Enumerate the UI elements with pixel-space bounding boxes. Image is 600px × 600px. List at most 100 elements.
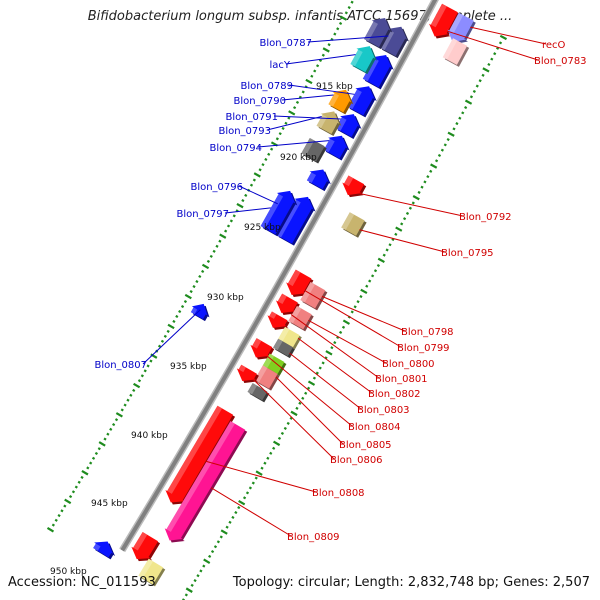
tick-dot-inner <box>277 436 282 440</box>
rev-7-label[interactable]: Blon_0801 <box>375 374 428 385</box>
gene-blon-0806c-glyph-highlight <box>247 383 258 395</box>
rev-8-label[interactable]: Blon_0802 <box>368 389 421 400</box>
tick-dot-outer <box>103 437 107 441</box>
tick-dot-outer <box>281 126 285 130</box>
tick-dot-outer <box>180 304 185 309</box>
gene-blon-0783-glyph-highlight <box>430 3 447 28</box>
tick-dot-outer <box>215 244 219 248</box>
fwd-9-label[interactable]: Blon_0807 <box>94 360 147 371</box>
tick-dot-outer <box>270 147 274 151</box>
fwd-3-label[interactable]: Blon_0790 <box>233 96 286 107</box>
gene-lacy-glyph[interactable] <box>350 46 375 73</box>
gene-blon-0805b-glyph-highlight <box>262 353 275 368</box>
gene-blon-0810-glyph[interactable] <box>131 531 159 560</box>
gene-blon-0809-glyph[interactable] <box>164 421 246 541</box>
rev-14-label[interactable]: Blon_0809 <box>287 532 340 543</box>
gene-blon-0783-glyph[interactable] <box>429 3 458 37</box>
fwd-3-leader <box>281 94 334 101</box>
rev-12-label[interactable]: Blon_0806 <box>330 455 383 466</box>
rev-1-label[interactable]: Blon_0783 <box>534 56 587 67</box>
gene-blon-0789-glyph-highlight <box>347 89 362 110</box>
rev-10-leader <box>266 355 353 427</box>
tick-dot-outer <box>60 509 64 513</box>
gene-blon-0797-glyph[interactable] <box>260 190 296 235</box>
fwd-7-label[interactable]: Blon_0796 <box>190 182 243 193</box>
tick-dot-outer <box>267 152 271 156</box>
tick-dot-inner <box>499 34 508 41</box>
fwd-4-label[interactable]: Blon_0791 <box>225 112 278 123</box>
fwd-5-leader <box>266 116 322 131</box>
gene-blon-0806b-glyph-highlight <box>238 364 246 373</box>
gene-blon-0806b-glyph[interactable] <box>236 364 257 381</box>
fwd-1-label[interactable]: lacY <box>269 60 290 71</box>
gene-blon-0788-glyph[interactable] <box>362 54 392 88</box>
tick-dot-outer <box>295 100 300 104</box>
gene-blon-0797-glyph-highlight <box>260 194 284 229</box>
rev-5-label[interactable]: Blon_0799 <box>397 343 450 354</box>
gene-blon-0809-glyph-highlight <box>166 421 235 532</box>
gene-blon-0786-glyph[interactable] <box>364 17 391 48</box>
rev-0-label[interactable]: recO <box>542 40 566 51</box>
tick-dot-outer <box>77 480 81 484</box>
tick-dot-inner <box>443 143 447 147</box>
tick-dot-outer <box>80 475 84 480</box>
tick-dot-outer <box>166 329 170 333</box>
tick-dot-inner <box>498 41 503 45</box>
tick-dot-inner <box>481 73 485 77</box>
gene-blon-0798-glyph-highlight <box>287 269 301 287</box>
fwd-2-label[interactable]: Blon_0789 <box>240 81 293 92</box>
fwd-8-label[interactable]: Blon_0797 <box>176 209 229 220</box>
tick-dot-outer <box>74 485 78 489</box>
rev-4-label[interactable]: Blon_0798 <box>401 327 454 338</box>
fwd-5-label[interactable]: Blon_0793 <box>218 126 271 137</box>
tick-dot-inner <box>342 319 350 325</box>
tick-dot-inner <box>461 111 465 115</box>
tick-dot-outer <box>316 64 320 68</box>
gene-blon-0806-glyph-highlight <box>254 365 268 383</box>
tick-dot-outer <box>261 163 265 167</box>
gene-blon-0796-glyph[interactable] <box>276 196 314 244</box>
tick-marks <box>46 0 508 600</box>
rev-13-label[interactable]: Blon_0808 <box>312 488 365 499</box>
rev-11-label[interactable]: Blon_0805 <box>339 440 392 451</box>
gene-reco-glyph[interactable] <box>447 12 474 43</box>
gene-blon-0811-glyph[interactable] <box>138 558 164 585</box>
tick-dot-inner <box>208 554 212 558</box>
gene-blon-0808-glyph-highlight <box>167 405 223 494</box>
tick-dot-inner <box>203 558 211 564</box>
tick-dot-outer <box>192 284 196 289</box>
fwd-0-label[interactable]: Blon_0787 <box>259 38 312 49</box>
gene-blon-0789-glyph[interactable] <box>347 86 375 116</box>
tick-dot-inner <box>185 587 193 593</box>
rev-6-label[interactable]: Blon_0800 <box>382 359 435 370</box>
gene-reco-body-glyph-highlight <box>442 38 458 60</box>
gene-reco-body-glyph[interactable] <box>442 38 468 65</box>
gene-blon-0787-glyph-highlight <box>379 30 395 51</box>
rev-3-label[interactable]: Blon_0795 <box>441 248 494 259</box>
rev-10-label[interactable]: Blon_0804 <box>348 422 401 433</box>
tick-dot-inner <box>440 148 444 152</box>
tick-dot-outer <box>264 157 268 162</box>
tick-dot-inner <box>255 470 263 476</box>
rev-9-leader <box>289 352 362 410</box>
tick-dot-inner <box>391 238 395 242</box>
tick-dot-outer <box>71 490 76 494</box>
tick-dot-inner <box>394 232 398 236</box>
tick-dot-inner <box>464 99 473 105</box>
fwd-6-label[interactable]: Blon_0794 <box>209 143 262 154</box>
tick-dot-inner <box>216 540 220 544</box>
tick-dot-inner <box>368 279 372 283</box>
tick-dot-inner <box>482 67 490 73</box>
rev-9-label[interactable]: Blon_0803 <box>357 405 410 416</box>
fwd-1-leader <box>285 54 356 65</box>
tick-dot-inner <box>420 185 424 189</box>
gene-blon-0808-glyph[interactable] <box>165 405 234 503</box>
tick-dot-inner <box>283 426 287 430</box>
gene-blon-0787-glyph[interactable] <box>379 26 407 57</box>
tick-dot-inner <box>237 506 241 510</box>
tick-dot-outer <box>232 214 236 218</box>
tick-dot-outer <box>206 259 210 263</box>
rev-2-label[interactable]: Blon_0792 <box>459 212 512 223</box>
tick-dot-inner <box>430 163 438 169</box>
gene-blon-0790-glyph-highlight <box>328 93 340 107</box>
